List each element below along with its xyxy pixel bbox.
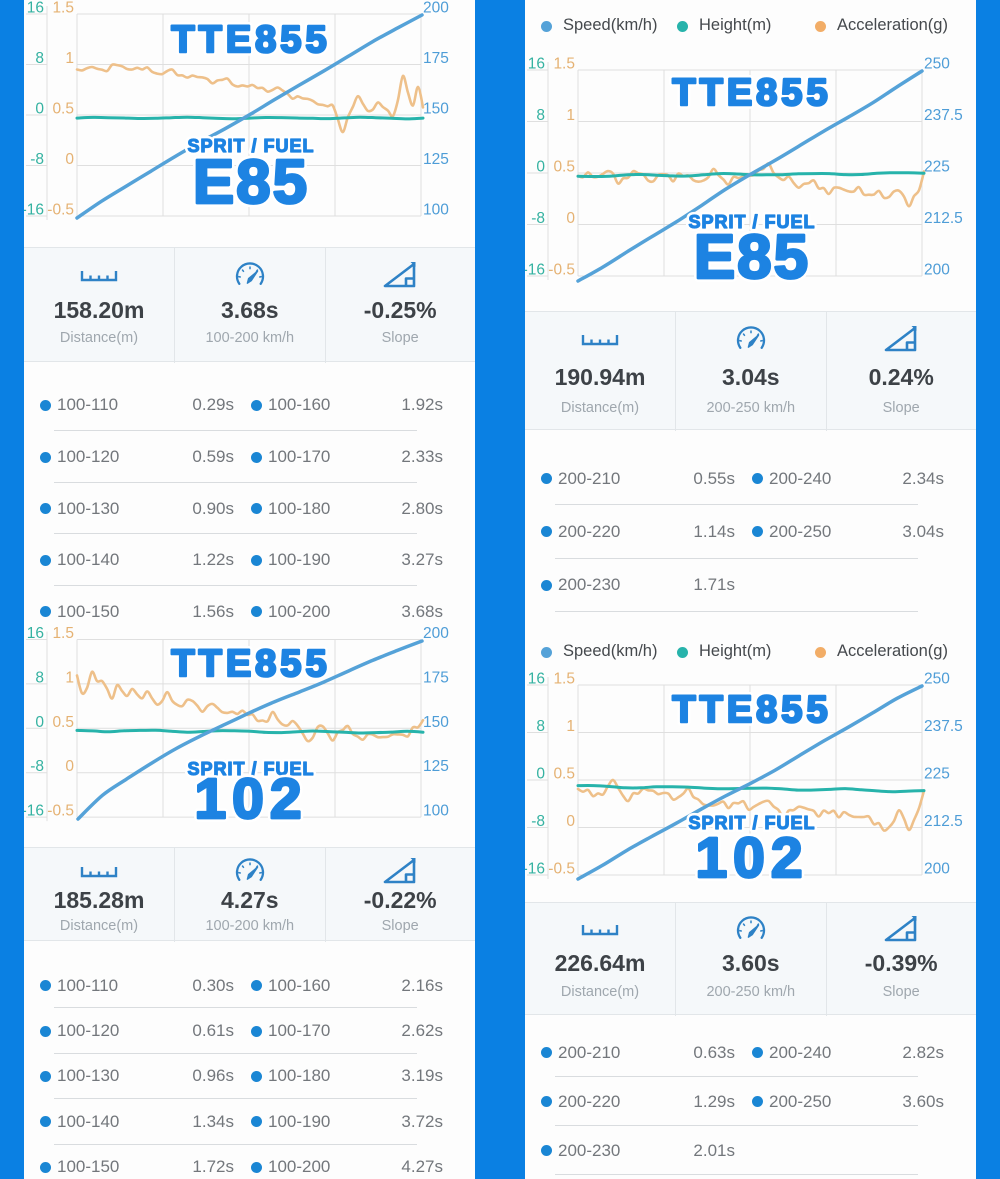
- svg-text:250: 250: [924, 56, 950, 73]
- svg-text:1.5: 1.5: [52, 625, 74, 642]
- svg-text:16: 16: [27, 625, 44, 642]
- svg-text:8: 8: [536, 718, 545, 735]
- svg-text:237.5: 237.5: [924, 107, 963, 124]
- svg-text:SPRIT / FUEL: SPRIT / FUEL: [688, 813, 815, 833]
- svg-text:175: 175: [423, 669, 449, 686]
- svg-text:-8: -8: [531, 813, 545, 830]
- svg-text:SPRIT / FUEL: SPRIT / FUEL: [187, 759, 314, 779]
- svg-text:102: 102: [194, 767, 307, 831]
- svg-text:-16: -16: [24, 202, 44, 219]
- svg-text:8: 8: [536, 107, 545, 124]
- svg-text:16: 16: [528, 671, 545, 688]
- svg-text:SPRIT / FUEL: SPRIT / FUEL: [187, 136, 314, 156]
- svg-text:-8: -8: [531, 210, 545, 227]
- svg-text:0.5: 0.5: [553, 766, 575, 783]
- svg-text:0.5: 0.5: [52, 714, 74, 731]
- svg-text:SPRIT / FUEL: SPRIT / FUEL: [688, 212, 815, 232]
- svg-text:-16: -16: [525, 262, 545, 279]
- svg-text:200: 200: [924, 262, 950, 279]
- svg-text:0: 0: [566, 813, 575, 830]
- svg-text:200: 200: [924, 861, 950, 878]
- svg-text:0: 0: [35, 714, 44, 731]
- svg-text:225: 225: [924, 159, 950, 176]
- svg-text:8: 8: [35, 669, 44, 686]
- svg-text:E85: E85: [193, 148, 309, 217]
- svg-text:1.5: 1.5: [553, 56, 575, 73]
- svg-text:TTE855: TTE855: [672, 689, 831, 731]
- svg-text:1: 1: [566, 718, 575, 735]
- svg-text:TTE855: TTE855: [171, 643, 330, 685]
- svg-text:16: 16: [528, 56, 545, 73]
- svg-text:0.5: 0.5: [52, 101, 74, 118]
- svg-text:0.5: 0.5: [553, 159, 575, 176]
- svg-text:SPRIT / FUEL: SPRIT / FUEL: [688, 813, 815, 833]
- svg-text:212.5: 212.5: [924, 813, 963, 830]
- svg-text:TTE855: TTE855: [171, 19, 330, 61]
- svg-text:0: 0: [536, 766, 545, 783]
- svg-text:-0.5: -0.5: [47, 803, 74, 820]
- svg-text:100: 100: [423, 803, 449, 820]
- svg-text:0: 0: [566, 210, 575, 227]
- svg-text:1.5: 1.5: [553, 671, 575, 688]
- svg-text:102: 102: [194, 767, 307, 831]
- svg-text:-8: -8: [30, 758, 44, 775]
- svg-text:-16: -16: [24, 803, 44, 820]
- svg-text:TTE855: TTE855: [171, 643, 330, 685]
- svg-text:1.5: 1.5: [52, 0, 74, 17]
- svg-text:8: 8: [35, 50, 44, 67]
- svg-text:E85: E85: [694, 223, 810, 292]
- svg-text:125: 125: [423, 151, 449, 168]
- svg-text:TTE855: TTE855: [672, 689, 831, 731]
- svg-text:200: 200: [423, 625, 449, 642]
- svg-text:225: 225: [924, 766, 950, 783]
- svg-text:-16: -16: [525, 861, 545, 878]
- svg-text:125: 125: [423, 758, 449, 775]
- svg-text:200: 200: [423, 0, 449, 17]
- svg-text:0: 0: [65, 151, 74, 168]
- svg-text:SPRIT / FUEL: SPRIT / FUEL: [187, 136, 314, 156]
- svg-text:E85: E85: [694, 223, 810, 292]
- svg-text:0: 0: [35, 101, 44, 118]
- svg-text:1: 1: [65, 50, 74, 67]
- svg-text:SPRIT / FUEL: SPRIT / FUEL: [187, 759, 314, 779]
- svg-text:102: 102: [695, 826, 808, 890]
- svg-text:175: 175: [423, 50, 449, 67]
- svg-text:1: 1: [65, 669, 74, 686]
- svg-text:1: 1: [566, 107, 575, 124]
- svg-text:-0.5: -0.5: [548, 262, 575, 279]
- svg-text:250: 250: [924, 671, 950, 688]
- svg-text:SPRIT / FUEL: SPRIT / FUEL: [688, 212, 815, 232]
- svg-text:16: 16: [27, 0, 44, 17]
- svg-text:-0.5: -0.5: [548, 861, 575, 878]
- svg-text:150: 150: [423, 714, 449, 731]
- svg-text:237.5: 237.5: [924, 718, 963, 735]
- svg-text:102: 102: [695, 826, 808, 890]
- svg-text:TTE855: TTE855: [672, 72, 831, 114]
- svg-text:150: 150: [423, 101, 449, 118]
- svg-text:-8: -8: [30, 151, 44, 168]
- svg-text:TTE855: TTE855: [171, 19, 330, 61]
- svg-text:212.5: 212.5: [924, 210, 963, 227]
- svg-text:100: 100: [423, 202, 449, 219]
- svg-text:0: 0: [536, 159, 545, 176]
- svg-text:0: 0: [65, 758, 74, 775]
- svg-text:-0.5: -0.5: [47, 202, 74, 219]
- svg-text:E85: E85: [193, 148, 309, 217]
- svg-text:TTE855: TTE855: [672, 72, 831, 114]
